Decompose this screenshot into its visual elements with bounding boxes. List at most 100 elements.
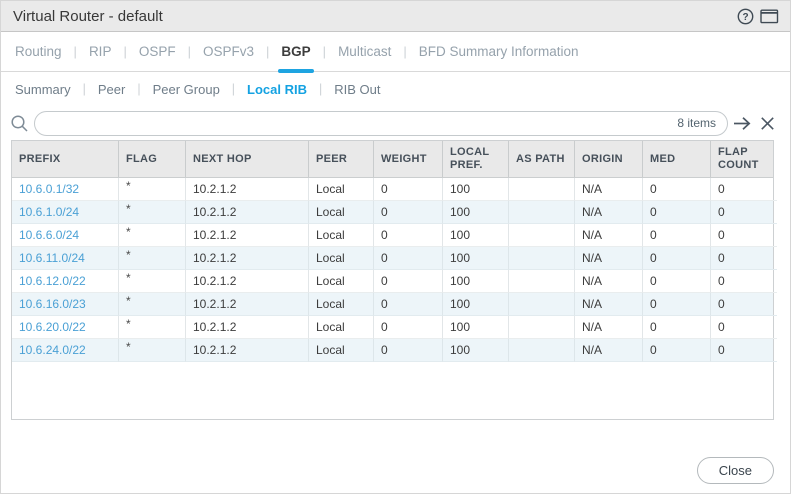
column-header-prefix[interactable]: PREFIX	[12, 141, 119, 177]
tab-bfd-summary-information[interactable]: BFD Summary Information	[416, 32, 582, 71]
cell-med: 0	[643, 201, 711, 224]
cell-flag: *	[119, 293, 186, 316]
cell-next_hop: 10.2.1.2	[186, 339, 309, 362]
table-row: 10.6.24.0/22*10.2.1.2Local0100N/A00	[12, 339, 773, 362]
cell-prefix[interactable]: 10.6.16.0/23	[12, 293, 119, 316]
cell-peer: Local	[309, 339, 374, 362]
flag-value: *	[126, 340, 131, 354]
cell-local_pref: 100	[443, 270, 509, 293]
local-rib-table: PREFIXFLAGNEXT HOPPEERWEIGHTLOCAL PREF.A…	[11, 140, 774, 420]
cell-flap_count: 0	[711, 201, 777, 224]
cell-local_pref: 100	[443, 247, 509, 270]
subtab-separator: |	[232, 82, 235, 96]
cell-peer: Local	[309, 316, 374, 339]
cell-next_hop: 10.2.1.2	[186, 201, 309, 224]
flag-value: *	[126, 294, 131, 308]
cell-med: 0	[643, 316, 711, 339]
column-header-med[interactable]: MED	[643, 141, 711, 177]
cell-weight: 0	[374, 316, 443, 339]
cell-med: 0	[643, 293, 711, 316]
subtab-summary[interactable]: Summary	[12, 82, 74, 97]
close-icon[interactable]	[757, 112, 778, 134]
cell-local_pref: 100	[443, 316, 509, 339]
help-icon[interactable]: ?	[737, 8, 754, 25]
cell-med: 0	[643, 247, 711, 270]
subtab-rib-out[interactable]: RIB Out	[331, 82, 383, 97]
cell-prefix[interactable]: 10.6.11.0/24	[12, 247, 119, 270]
cell-weight: 0	[374, 201, 443, 224]
flag-value: *	[126, 225, 131, 239]
cell-origin: N/A	[575, 247, 643, 270]
cell-origin: N/A	[575, 316, 643, 339]
cell-local_pref: 100	[443, 178, 509, 201]
cell-peer: Local	[309, 247, 374, 270]
cell-next_hop: 10.2.1.2	[186, 316, 309, 339]
column-header-weight[interactable]: WEIGHT	[374, 141, 443, 177]
table-header-row: PREFIXFLAGNEXT HOPPEERWEIGHTLOCAL PREF.A…	[12, 141, 773, 178]
cell-prefix[interactable]: 10.6.24.0/22	[12, 339, 119, 362]
column-header-origin[interactable]: ORIGIN	[575, 141, 643, 177]
tab-separator: |	[403, 44, 406, 59]
tab-separator: |	[123, 44, 126, 59]
close-button[interactable]: Close	[697, 457, 774, 484]
titlebar-icons: ?	[737, 8, 779, 25]
table-body: 10.6.0.1/32*10.2.1.2Local0100N/A0010.6.1…	[12, 178, 773, 362]
cell-flag: *	[119, 224, 186, 247]
subtab-peer-group[interactable]: Peer Group	[150, 82, 223, 97]
cell-med: 0	[643, 339, 711, 362]
column-header-local-pref[interactable]: LOCAL PREF.	[443, 141, 509, 177]
cell-origin: N/A	[575, 339, 643, 362]
tab-ospfv3[interactable]: OSPFv3	[200, 32, 257, 71]
cell-local_pref: 100	[443, 293, 509, 316]
tab-separator: |	[266, 44, 269, 59]
cell-origin: N/A	[575, 293, 643, 316]
tab-rip[interactable]: RIP	[86, 32, 115, 71]
flag-value: *	[126, 317, 131, 331]
cell-prefix[interactable]: 10.6.1.0/24	[12, 201, 119, 224]
tab-separator: |	[323, 44, 326, 59]
column-header-flag[interactable]: FLAG	[119, 141, 186, 177]
dialog-titlebar: Virtual Router - default ?	[1, 1, 790, 32]
cell-local_pref: 100	[443, 339, 509, 362]
tab-ospf[interactable]: OSPF	[136, 32, 179, 71]
cell-med: 0	[643, 270, 711, 293]
cell-weight: 0	[374, 224, 443, 247]
cell-as_path	[509, 224, 575, 247]
cell-prefix[interactable]: 10.6.20.0/22	[12, 316, 119, 339]
cell-peer: Local	[309, 224, 374, 247]
cell-prefix[interactable]: 10.6.0.1/32	[12, 178, 119, 201]
table-row: 10.6.11.0/24*10.2.1.2Local0100N/A00	[12, 247, 773, 270]
subtab-local-rib[interactable]: Local RIB	[244, 82, 310, 97]
column-header-next-hop[interactable]: NEXT HOP	[186, 141, 309, 177]
cell-as_path	[509, 247, 575, 270]
column-header-as-path[interactable]: AS PATH	[509, 141, 575, 177]
filter-input[interactable]: 8 items	[34, 111, 728, 136]
column-header-peer[interactable]: PEER	[309, 141, 374, 177]
tab-routing[interactable]: Routing	[12, 32, 65, 71]
cell-peer: Local	[309, 270, 374, 293]
column-header-flap-count[interactable]: FLAP COUNT	[711, 141, 777, 177]
tab-multicast[interactable]: Multicast	[335, 32, 394, 71]
cell-next_hop: 10.2.1.2	[186, 224, 309, 247]
svg-text:?: ?	[742, 12, 748, 23]
cell-flag: *	[119, 316, 186, 339]
cell-flap_count: 0	[711, 224, 777, 247]
table-row: 10.6.6.0/24*10.2.1.2Local0100N/A00	[12, 224, 773, 247]
table-row: 10.6.0.1/32*10.2.1.2Local0100N/A00	[12, 178, 773, 201]
subtab-peer[interactable]: Peer	[95, 82, 128, 97]
cell-next_hop: 10.2.1.2	[186, 270, 309, 293]
cell-flap_count: 0	[711, 247, 777, 270]
cell-weight: 0	[374, 293, 443, 316]
cell-peer: Local	[309, 201, 374, 224]
popout-window-icon[interactable]	[760, 9, 779, 24]
cell-as_path	[509, 178, 575, 201]
cell-prefix[interactable]: 10.6.6.0/24	[12, 224, 119, 247]
arrow-right-icon[interactable]	[732, 112, 753, 134]
table-row: 10.6.1.0/24*10.2.1.2Local0100N/A00	[12, 201, 773, 224]
tab-bgp[interactable]: BGP	[278, 32, 313, 71]
cell-prefix[interactable]: 10.6.12.0/22	[12, 270, 119, 293]
cell-peer: Local	[309, 293, 374, 316]
active-tab-underline	[278, 69, 313, 73]
cell-as_path	[509, 201, 575, 224]
cell-flag: *	[119, 247, 186, 270]
